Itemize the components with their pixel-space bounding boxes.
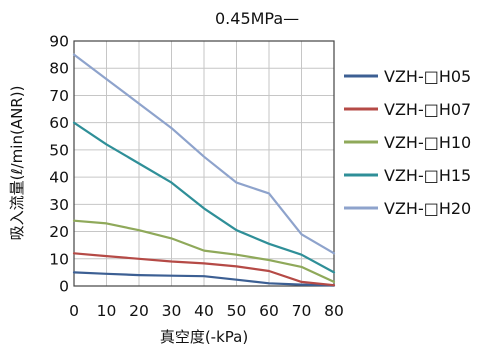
series-line-5	[72, 53, 336, 255]
grid	[74, 41, 334, 286]
x-tick-label-0: 0	[69, 302, 79, 320]
x-tick-label-2: 20	[129, 302, 149, 320]
legend-label-5: VZH-□H20	[384, 199, 471, 218]
legend-label-3: VZH-□H10	[384, 133, 471, 152]
y-tick-label-1: 10	[49, 250, 69, 268]
x-tick-label-7: 70	[292, 302, 312, 320]
y-tick-label-2: 20	[49, 223, 69, 241]
series-line-1	[72, 271, 336, 287]
y-tick-label-5: 50	[49, 141, 69, 159]
x-tick-label-5: 50	[227, 302, 247, 320]
series-lines	[72, 53, 336, 287]
y-tick-label-0: 0	[59, 278, 69, 296]
y-tick-label-3: 30	[49, 196, 69, 214]
tick-labels: 0 10 20 30 40 50 60 70 80 90 0 10 20 30 40 50 60 70 80	[49, 33, 344, 321]
legend-label-1: VZH-□H05	[384, 67, 471, 86]
x-tick-label-3: 30	[162, 302, 182, 320]
y-tick-label-7: 70	[49, 87, 69, 105]
chart-subtitle: 0.45MPa—	[215, 9, 299, 28]
series-line-3	[72, 219, 336, 283]
legend-label-2: VZH-□H07	[384, 100, 471, 119]
x-tick-label-6: 60	[259, 302, 279, 320]
x-tick-label-4: 40	[194, 302, 214, 320]
x-tick-label-8: 80	[324, 302, 344, 320]
y-tick-label-8: 80	[49, 60, 69, 78]
y-tick-label-4: 40	[49, 169, 69, 187]
legend: VZH-□H05 VZH-□H07 VZH-□H10 VZH-□H15 VZH-□H20	[344, 67, 471, 218]
x-tick-label-1: 10	[97, 302, 117, 320]
y-tick-label-6: 60	[49, 114, 69, 132]
series-line-2	[72, 252, 336, 287]
legend-label-4: VZH-□H15	[384, 166, 471, 185]
series-line-4	[72, 121, 336, 274]
x-axis-title: 真空度(-kPa)	[160, 328, 248, 346]
y-axis-title: 吸入流量(ℓ/min(ANR))	[8, 86, 26, 241]
y-tick-label-9: 90	[49, 33, 69, 51]
plot-frame	[73, 40, 335, 287]
